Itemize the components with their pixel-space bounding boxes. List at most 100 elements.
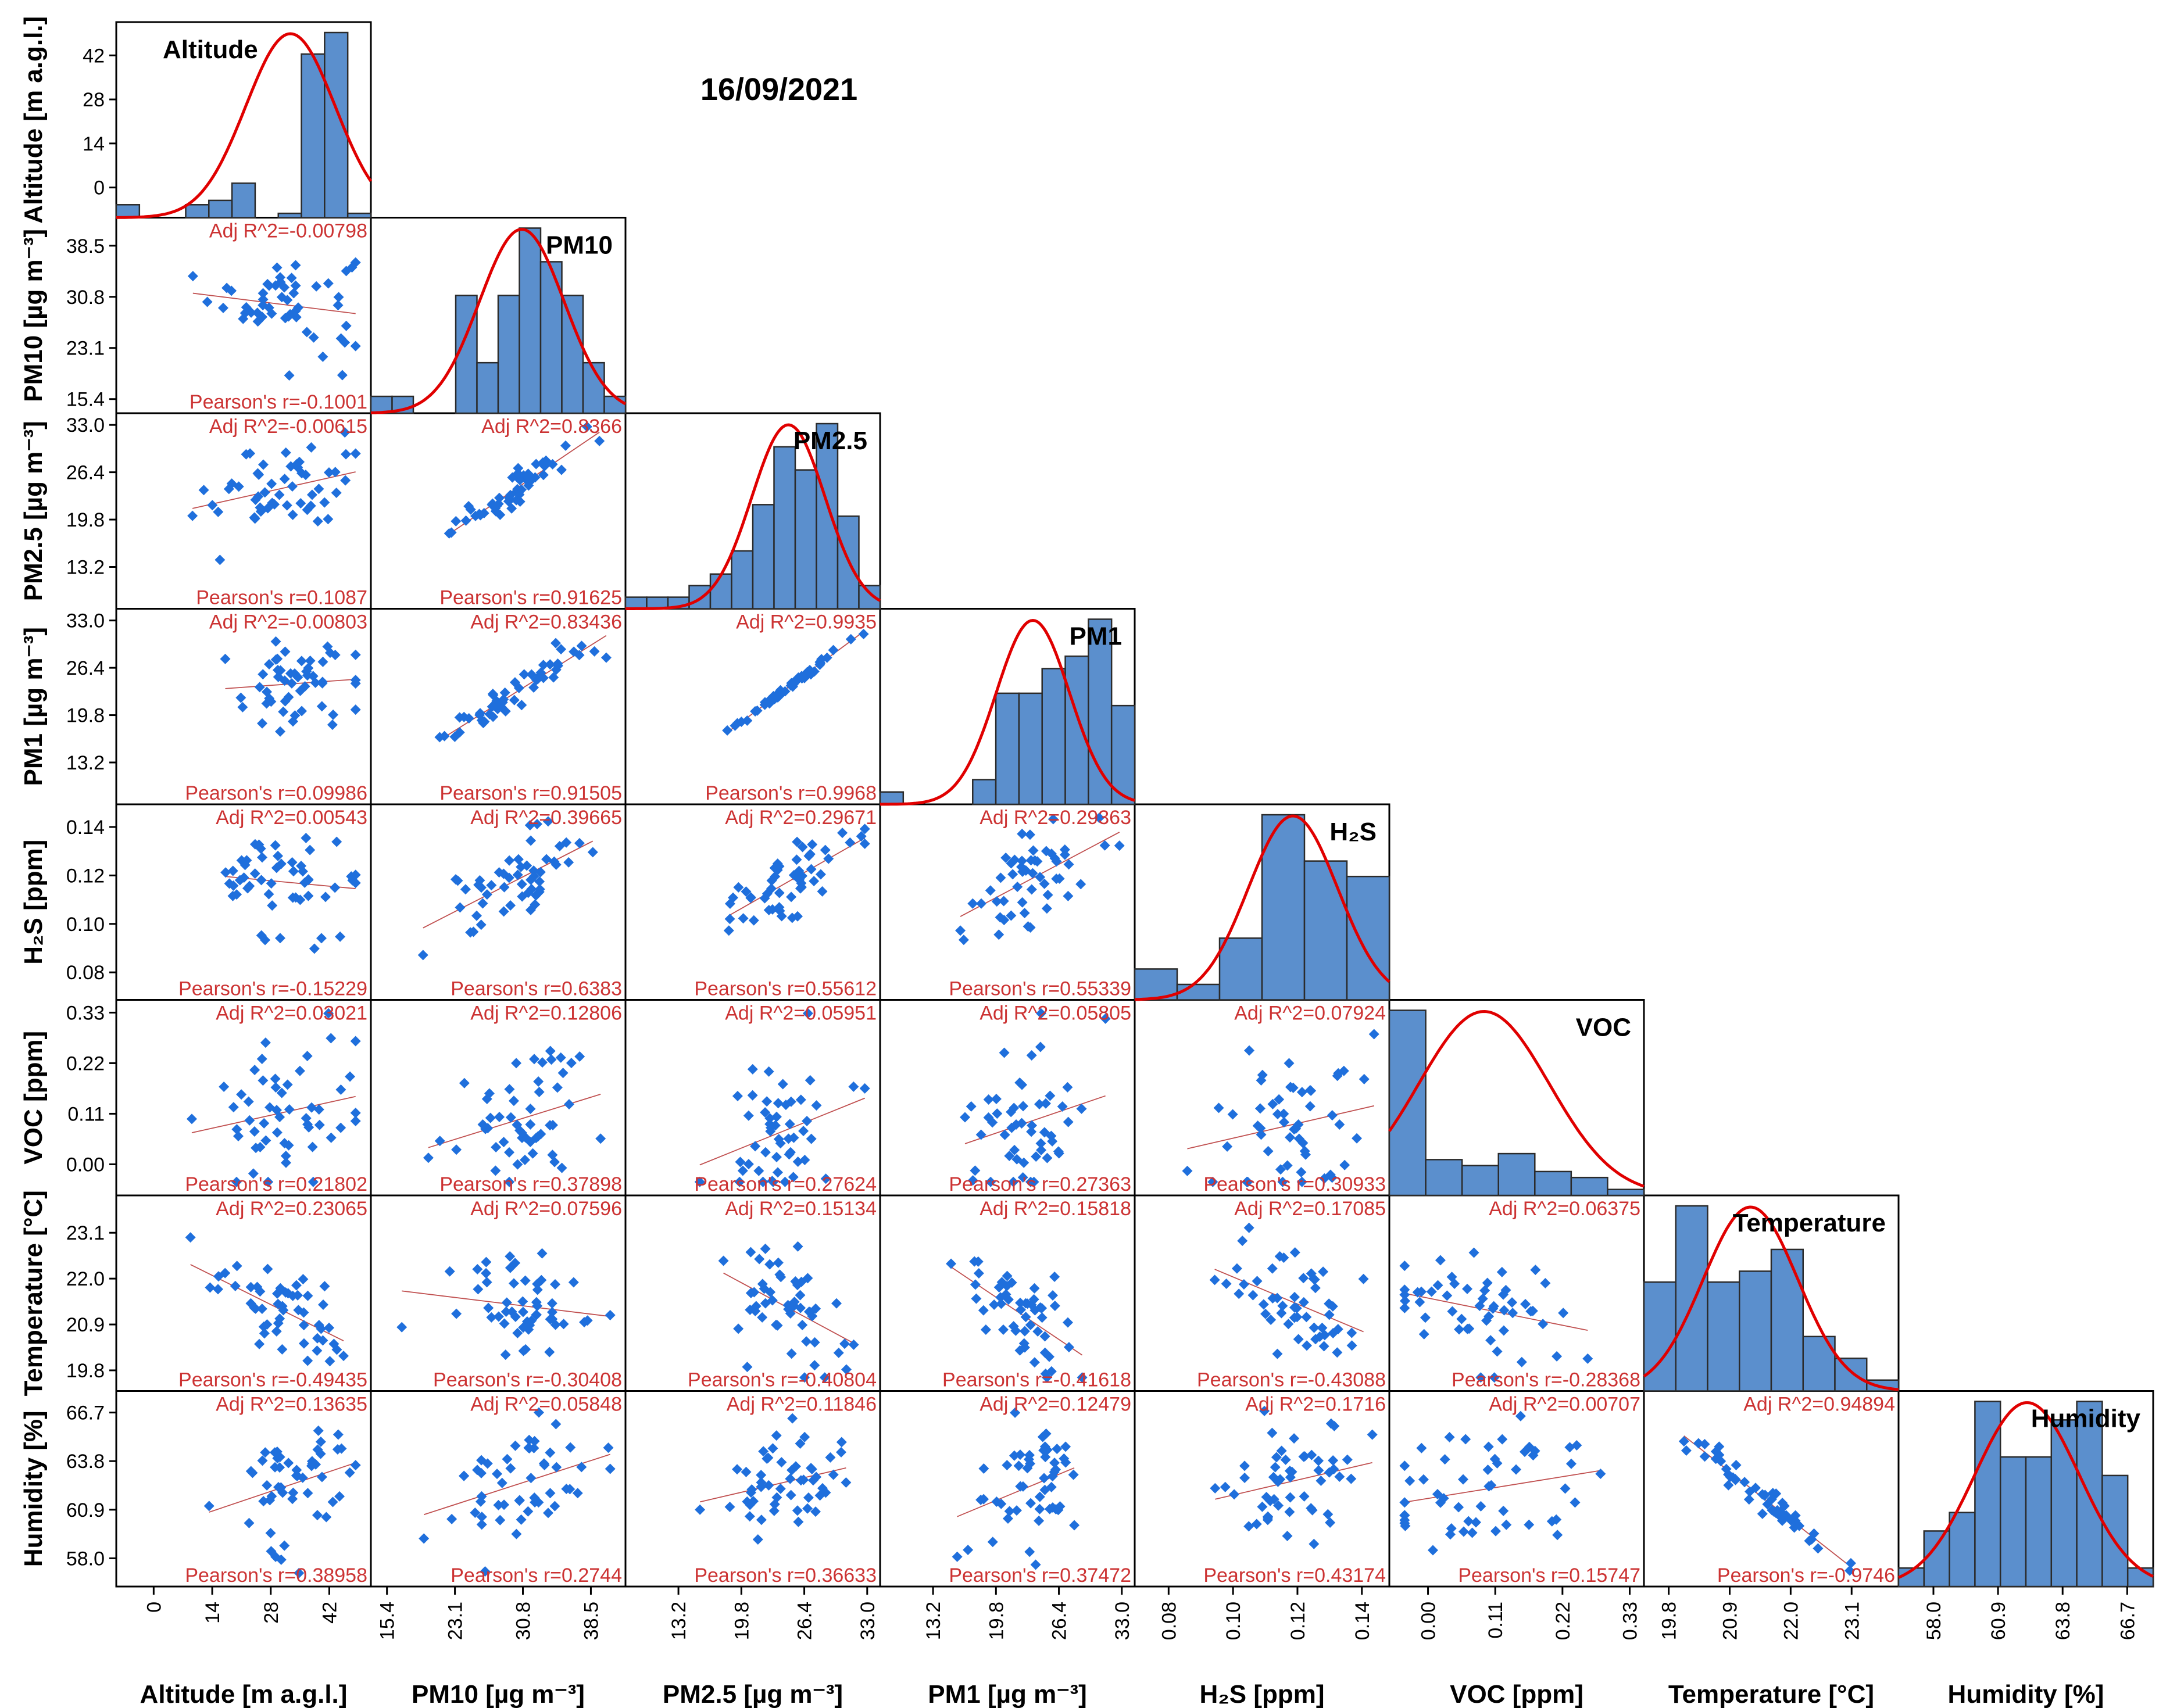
data-point (493, 1499, 504, 1510)
x-tick-label: 13.2 (668, 1602, 690, 1640)
data-point (258, 1496, 269, 1507)
data-point (494, 701, 505, 712)
data-point (1300, 1149, 1311, 1160)
data-point (989, 1299, 1000, 1310)
data-point (279, 1138, 290, 1149)
data-point (541, 854, 552, 865)
data-point (724, 1502, 735, 1513)
pearson-label: Pearson's r=0.9968 (705, 782, 877, 804)
data-point (512, 869, 523, 880)
scatter-voc-vs-alt: Adj R^2=0.03021 Pearson's r=0.21802 (185, 1002, 367, 1196)
data-point (723, 925, 734, 936)
data-point (1552, 1351, 1563, 1362)
data-point (809, 876, 820, 887)
pearson-label: Pearson's r=-0.1001 (190, 391, 367, 413)
data-point (316, 1471, 327, 1483)
data-point (259, 487, 270, 498)
data-point (478, 718, 489, 729)
histogram-bar (2101, 1474, 2129, 1588)
scatter-voc-vs-pm25: Adj R^2=0.05951 Pearson's r=0.27624 (694, 1002, 877, 1196)
data-point (1313, 1465, 1324, 1476)
data-point (1023, 921, 1034, 932)
data-point (1313, 1455, 1324, 1466)
data-point (1282, 1160, 1293, 1171)
data-point (323, 1008, 334, 1019)
data-point (1017, 1481, 1028, 1492)
x-axis-label-pm10: PM10 [µg m⁻³] (412, 1680, 585, 1708)
data-point (262, 686, 273, 697)
data-point (724, 914, 735, 925)
histogram-bar (561, 295, 584, 414)
data-point (1368, 1029, 1379, 1040)
data-point (1049, 1271, 1060, 1282)
data-point (262, 278, 273, 289)
data-point (576, 640, 587, 651)
data-point (1283, 1319, 1294, 1330)
data-point (202, 296, 213, 307)
histogram-bar (995, 692, 1020, 805)
data-point (273, 1317, 284, 1329)
data-point (278, 706, 289, 717)
data-point (523, 1506, 534, 1517)
data-point (284, 1104, 295, 1115)
data-point (1767, 1494, 1778, 1505)
data-point (248, 1168, 259, 1179)
data-point (991, 1496, 1002, 1507)
data-point (1289, 1247, 1300, 1258)
data-point (856, 831, 867, 842)
data-point (1723, 1469, 1734, 1480)
data-point (1256, 1129, 1267, 1140)
data-point (1031, 1151, 1042, 1162)
data-point (1560, 1483, 1571, 1494)
data-point (1268, 1494, 1279, 1505)
data-point (323, 278, 334, 289)
data-point (257, 1455, 268, 1466)
data-point (451, 1144, 462, 1155)
data-point (271, 262, 283, 273)
data-point (1272, 1348, 1283, 1359)
data-point (449, 731, 460, 742)
y-tick-label: 22.0 (66, 1268, 105, 1290)
data-point (187, 510, 198, 521)
data-point (250, 494, 261, 505)
data-point (1582, 1353, 1593, 1364)
fit-line (1404, 1292, 1588, 1331)
data-point (526, 1473, 537, 1484)
data-point (564, 1099, 575, 1110)
data-point (187, 271, 198, 282)
histogram-bar (208, 199, 233, 219)
data-point (738, 913, 749, 924)
data-point (444, 1266, 455, 1277)
data-point (1530, 1265, 1541, 1276)
pearson-label: Pearson's r=0.36633 (694, 1564, 877, 1587)
adj-r2-label: Adj R^2=0.11846 (727, 1394, 877, 1416)
data-point (1485, 1335, 1496, 1346)
data-point (767, 1295, 778, 1306)
data-point (1034, 1491, 1045, 1502)
data-point (439, 731, 450, 742)
data-point (257, 718, 268, 729)
data-point (1036, 1312, 1048, 1323)
data-point (503, 1147, 514, 1158)
data-point (1551, 1514, 1562, 1525)
pearson-label: Pearson's r=-0.49435 (178, 1369, 367, 1391)
data-point (801, 1336, 812, 1347)
data-point (1743, 1494, 1754, 1505)
data-point (841, 1364, 852, 1375)
y-tick-label: 0.00 (66, 1154, 105, 1176)
data-point (802, 1008, 813, 1019)
data-point (297, 1472, 308, 1483)
data-point (1047, 1290, 1058, 1301)
data-point (973, 1267, 984, 1279)
data-point (287, 1494, 298, 1505)
y-tick-label: 0.22 (66, 1052, 105, 1075)
data-point (287, 857, 298, 868)
data-point (1306, 1449, 1317, 1460)
data-point (1475, 1372, 1486, 1383)
x-tick-label: 26.4 (1049, 1602, 1071, 1640)
data-point (337, 370, 348, 381)
data-point (1008, 1321, 1019, 1332)
data-point (330, 882, 341, 893)
data-point (1318, 1341, 1329, 1352)
adj-r2-label: Adj R^2=0.13635 (216, 1394, 367, 1416)
